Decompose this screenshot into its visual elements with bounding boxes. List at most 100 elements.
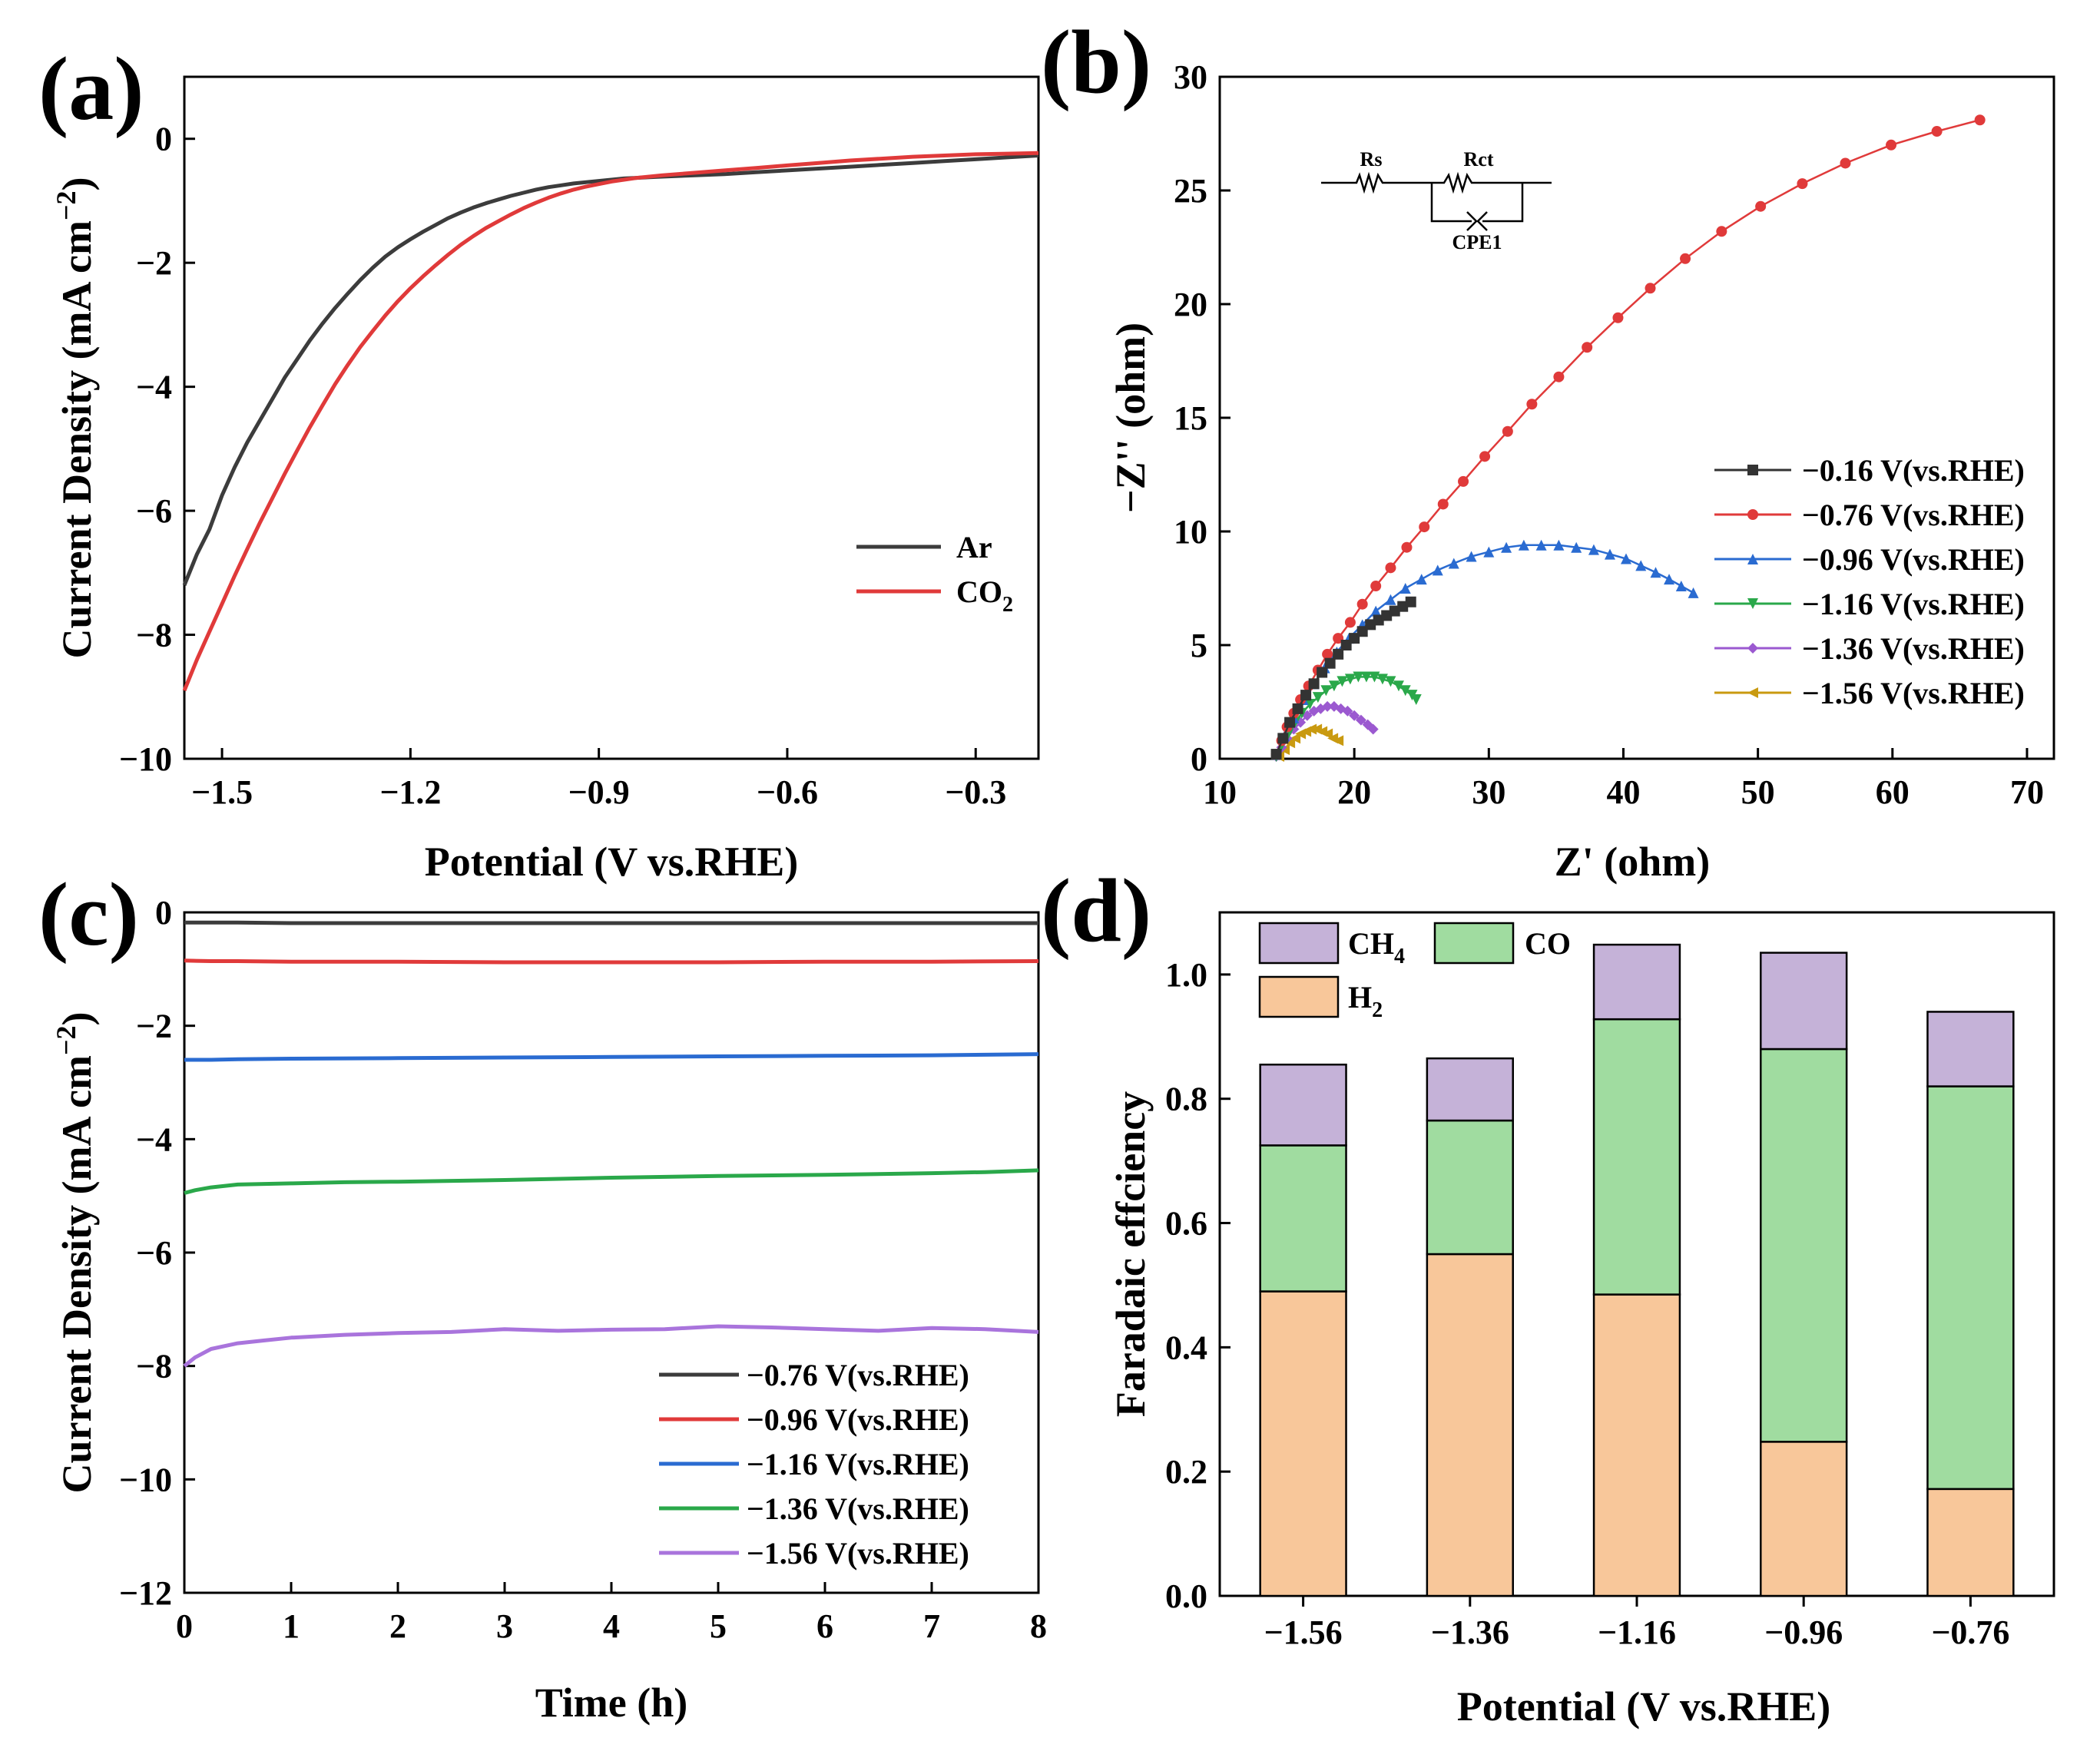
data-point-b-3 xyxy=(1320,685,1332,697)
data-point-b-1 xyxy=(1479,451,1491,462)
series-line-c-1 xyxy=(184,958,1039,965)
data-point-b-4 xyxy=(1349,710,1360,721)
circuit-wire xyxy=(1321,171,1432,194)
x-tick-label-b: 40 xyxy=(1606,773,1640,811)
data-point-b-1 xyxy=(1458,475,1469,487)
x-tick-label-b: 10 xyxy=(1203,773,1237,811)
data-point-b-3 xyxy=(1312,692,1323,703)
y-tick-label-b: 15 xyxy=(1174,399,1207,437)
panel-d: 0.0 0.2 0.4 0.6 0.8 1.0 −1.56 −1.36 −1.16 −0.96 −0… xyxy=(1041,860,2055,1729)
y-tick-label-c: −2 xyxy=(136,1008,172,1045)
bar-co-3 xyxy=(1760,1048,1848,1443)
x-tick-label-c: 3 xyxy=(496,1607,513,1645)
legend-label-b-2: −0.96 V(vs.RHE) xyxy=(1802,542,2025,577)
legend-label-b-3: −1.16 V(vs.RHE) xyxy=(1802,587,2025,621)
bar-h2-0 xyxy=(1259,1290,1347,1597)
legend-label-b-0: −0.16 V(vs.RHE) xyxy=(1802,453,2025,488)
legend-marker-b-2 xyxy=(1747,554,1758,564)
y-tick-label-c: −8 xyxy=(136,1348,172,1385)
equivalent-circuit: Rs Rct CPE1 xyxy=(1321,148,1552,253)
x-tick-label-a: −0.9 xyxy=(568,773,630,811)
data-point-b-1 xyxy=(1437,498,1449,510)
bar-h2-2 xyxy=(1592,1293,1681,1597)
y-tick-label-a: −4 xyxy=(136,369,172,406)
ticks-d: 0.0 0.2 0.4 0.6 0.8 1.0 −1.56 −1.36 −1.16 −0.96 −0… xyxy=(1165,956,2009,1651)
legend-label-c-3: −1.36 V(vs.RHE) xyxy=(747,1491,969,1526)
y-tick-label-a: −8 xyxy=(136,617,172,654)
bar-co-2 xyxy=(1592,1018,1681,1296)
data-point-b-0 xyxy=(1349,633,1360,644)
panel-label-d: (d) xyxy=(1041,860,1151,961)
x-tick-label-a: −1.2 xyxy=(379,773,441,811)
data-point-b-0 xyxy=(1340,640,1352,650)
x-tick-label-b: 50 xyxy=(1741,773,1775,811)
data-point-b-2 xyxy=(1571,541,1582,553)
data-point-b-0 xyxy=(1324,657,1336,669)
legend-c: −0.76 V(vs.RHE) −0.96 V(vs.RHE) −1.16 V(vs… xyxy=(659,1358,969,1571)
legend-a: Ar CO2 xyxy=(856,530,1013,617)
cpe-symbol-2 xyxy=(1476,211,1488,231)
legend-label-b-5: −1.56 V(vs.RHE) xyxy=(1802,676,2025,710)
series-line-c-2 xyxy=(184,1052,1039,1062)
y-tick-label-a: −2 xyxy=(136,244,172,282)
y-axis-label-a: Current Density (mA cm−2) xyxy=(51,177,100,659)
ticks-a: −1.5 −1.2 −0.9 −0.6 −0.3 0 −2 −4 −6 −8 −10 xyxy=(119,121,1006,811)
data-point-b-0 xyxy=(1397,601,1409,612)
x-tick-label-c: 6 xyxy=(816,1607,833,1645)
cpe-branch xyxy=(1430,183,1472,223)
data-point-b-3 xyxy=(1376,674,1388,685)
data-point-b-1 xyxy=(1356,598,1368,610)
data-point-b-3 xyxy=(1410,694,1422,706)
x-tick-label-a: −0.6 xyxy=(757,773,818,811)
data-point-b-2 xyxy=(1664,574,1675,585)
circuit-label-rct: Rct xyxy=(1464,148,1494,170)
bar-co-0 xyxy=(1259,1144,1347,1293)
data-point-b-3 xyxy=(1369,671,1380,683)
x-tick-label-a: −0.3 xyxy=(945,773,1006,811)
cpe-branch-right xyxy=(1482,183,1524,223)
data-point-b-3 xyxy=(1344,674,1356,685)
y-tick-label-c: 0 xyxy=(155,894,172,932)
legend-label-ch4: CH4 xyxy=(1348,926,1405,968)
data-point-b-1 xyxy=(1419,521,1430,533)
circuit-label-rs: Rs xyxy=(1360,148,1383,170)
data-point-b-2 xyxy=(1416,574,1427,585)
data-point-b-1 xyxy=(1582,342,1593,353)
legend-marker-b-0 xyxy=(1747,465,1758,475)
data-point-b-0 xyxy=(1300,690,1312,701)
data-point-b-2 xyxy=(1370,605,1382,617)
data-point-b-0 xyxy=(1333,648,1344,660)
data-point-b-2 xyxy=(1604,548,1615,560)
data-point-b-5 xyxy=(1322,728,1333,740)
x-tick-label-d: −1.56 xyxy=(1264,1614,1343,1651)
legend-marker-b-5 xyxy=(1747,687,1758,698)
data-point-b-0 xyxy=(1389,605,1400,617)
y-axis-label-c: Current Density (mA cm−2) xyxy=(51,1012,100,1494)
x-tick-label-c: 2 xyxy=(389,1607,406,1645)
data-point-b-5 xyxy=(1306,723,1317,735)
bar-ch4-2 xyxy=(1592,943,1681,1021)
series-line-co2 xyxy=(182,151,1039,692)
ticks-c: 0 1 2 3 4 5 6 7 8 0 −2 −4 −6 −8 −10 −12 xyxy=(119,894,1047,1645)
panel-label-b: (b) xyxy=(1041,12,1151,112)
data-point-b-4 xyxy=(1367,723,1379,735)
y-tick-label-d: 1.0 xyxy=(1165,956,1207,994)
y-tick-label-c: −10 xyxy=(119,1461,172,1498)
data-point-b-1 xyxy=(1401,541,1413,553)
data-point-b-3 xyxy=(1399,685,1411,697)
data-point-b-2 xyxy=(1432,564,1443,576)
panel-label-c: (c) xyxy=(38,864,139,965)
data-point-b-5 xyxy=(1284,737,1296,749)
data-point-b-2 xyxy=(1501,541,1512,553)
legend-label-ar: Ar xyxy=(956,530,992,564)
circuit-label-cpe1: CPE1 xyxy=(1452,231,1502,253)
data-point-b-0 xyxy=(1365,619,1376,631)
x-tick-label-b: 20 xyxy=(1337,773,1371,811)
data-point-b-0 xyxy=(1405,596,1416,607)
data-point-b-1 xyxy=(1716,226,1727,237)
data-point-b-1 xyxy=(1385,562,1396,574)
legend-swatch-h2 xyxy=(1258,975,1340,1018)
legend-label-co: CO xyxy=(1525,926,1571,961)
legend-swatch-ch4 xyxy=(1258,922,1340,965)
